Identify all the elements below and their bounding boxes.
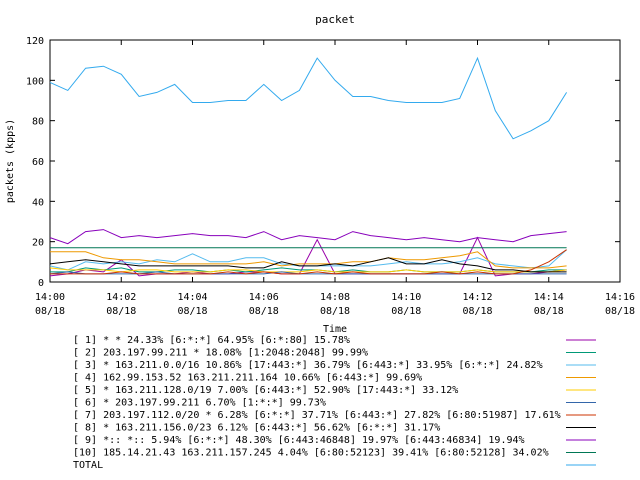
- x-tick-label: 14:00: [35, 292, 65, 303]
- series-line-4: [50, 251, 567, 269]
- x-tick-date: 08/18: [320, 306, 350, 317]
- y-tick-label: 40: [32, 197, 44, 208]
- x-tick-date: 08/18: [391, 306, 421, 317]
- legend-entry-11: TOTAL: [73, 460, 103, 471]
- y-tick-label: 60: [32, 157, 44, 168]
- x-tick-label: 14:08: [320, 292, 350, 303]
- x-axis-label: Time: [323, 324, 347, 335]
- series-line-5: [49, 267, 567, 273]
- x-tick-label: 14:14: [534, 292, 564, 303]
- y-axis-label: packets (kpps): [5, 119, 16, 203]
- series-line-7: [50, 249, 567, 275]
- y-tick-label: 100: [26, 76, 44, 87]
- legend-entry-3: [ 3] * 163.211.0.0/16 10.86% [17:443:*] …: [73, 360, 543, 371]
- series-line-9: [49, 229, 567, 245]
- x-tick-date: 08/18: [462, 306, 492, 317]
- plot-frame: [49, 39, 621, 283]
- plot-area: 0 20 40 60 80 100 120 14:00 08/18 14:02 08/18 14:04…: [26, 36, 635, 317]
- legend-entry-5: [ 5] * 163.211.128.0/19 7.00% [6:443:*] …: [73, 385, 458, 396]
- y-tick-label: 0: [38, 278, 44, 289]
- legend: [ 1] * * 24.33% [6:*:*] 64.95% [6:*:80] …: [73, 335, 596, 471]
- legend-entry-8: [ 8] * 163.211.156.0/23 6.12% [6:443:*] …: [73, 423, 440, 434]
- legend-entry-1: [ 1] * * 24.33% [6:*:*] 64.95% [6:*:80] …: [73, 335, 350, 346]
- y-tick-label: 20: [32, 238, 44, 249]
- legend-entry-4: [ 4] 162.99.153.52 163.211.211.164 10.66…: [73, 373, 422, 384]
- series-line-11: [49, 56, 568, 140]
- x-tick-label: 14:12: [462, 292, 492, 303]
- legend-entry-2: [ 2] 203.197.99.211 * 18.08% [1:2048:204…: [73, 348, 368, 359]
- x-tick-label: 14:02: [106, 292, 136, 303]
- x-tick-label: 14:10: [391, 292, 421, 303]
- legend-entry-9: [ 9] *:: *:: 5.94% [6:*:*] 48.30% [6:443…: [73, 435, 525, 446]
- x-tick-label: 14:04: [177, 292, 207, 303]
- legend-entry-10: [10] 185.14.21.43 163.211.157.245 4.04% …: [73, 448, 549, 459]
- y-tick-label: 80: [32, 117, 44, 128]
- x-tick-date: 08/18: [605, 306, 635, 317]
- x-tick-label: 14:16: [605, 292, 635, 303]
- x-tick-date: 08/18: [106, 306, 136, 317]
- chart-title: packet: [315, 13, 355, 26]
- legend-entry-6: [ 6] * 203.197.99.211 6.70% [1:*:*] 99.7…: [73, 398, 326, 409]
- x-tick-date: 08/18: [534, 306, 564, 317]
- y-tick-label: 120: [26, 36, 44, 47]
- x-tick-date: 08/18: [249, 306, 279, 317]
- legend-entry-7: [ 7] 203.197.112.0/20 * 6.28% [6:*:*] 37…: [73, 410, 561, 421]
- x-tick-date: 08/18: [177, 306, 207, 317]
- x-tick-label: 14:06: [249, 292, 279, 303]
- x-tick-date: 08/18: [35, 306, 65, 317]
- series-line-8: [49, 257, 567, 273]
